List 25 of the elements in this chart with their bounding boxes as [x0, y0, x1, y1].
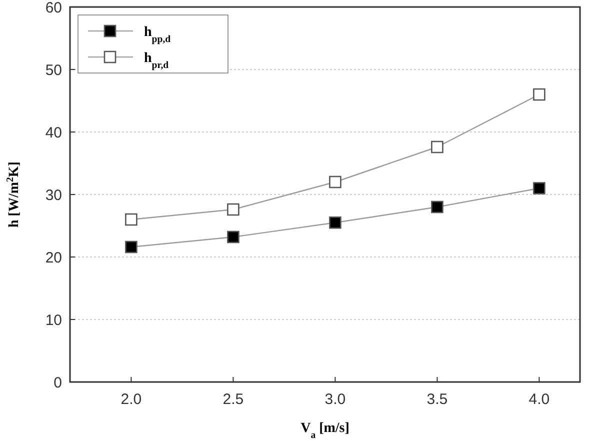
point	[329, 176, 342, 188]
point	[227, 230, 240, 244]
x-tick-label: 4.0	[528, 391, 550, 408]
point	[125, 240, 138, 254]
point	[125, 213, 138, 226]
point	[533, 182, 546, 194]
y-tick-label: 60	[45, 0, 62, 16]
y-tick-label: 50	[45, 62, 62, 79]
y-tick-label: 20	[45, 249, 62, 266]
y-tick-label: 40	[45, 124, 62, 142]
point	[431, 140, 444, 154]
x-tick-label: 3.0	[324, 391, 346, 408]
point	[329, 216, 342, 229]
x-tick-label: 2.5	[222, 391, 244, 408]
legend-label: h$_{pr,d}$	[144, 50, 170, 70]
y-tick-label: 30	[45, 186, 62, 204]
x-axis-title: V$_{a}$ [m/s]	[300, 421, 350, 440]
legend-label: h$_{pp,d}$	[144, 24, 172, 44]
y-tick-label: 0	[54, 374, 62, 392]
point	[431, 200, 444, 214]
x-tick-label: 2.0	[120, 391, 142, 408]
y-tick-label: 10	[45, 312, 62, 329]
point	[227, 203, 240, 216]
x-tick-label: 3.5	[426, 391, 448, 408]
point	[533, 88, 546, 101]
